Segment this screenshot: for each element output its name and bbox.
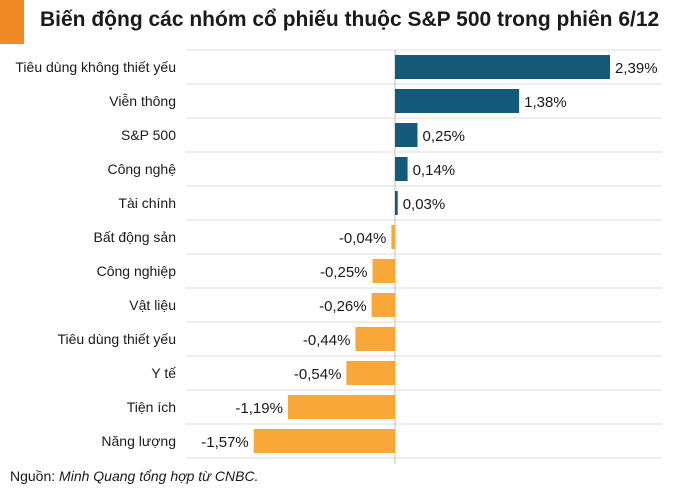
category-label: Bất động sản	[93, 229, 176, 245]
category-label: Tiêu dùng thiết yếu	[57, 331, 176, 347]
data-label: -0,26%	[319, 298, 367, 315]
category-label: Tiện ích	[127, 399, 176, 415]
data-label: 0,14%	[413, 162, 456, 179]
bar	[395, 89, 520, 113]
bar	[395, 55, 610, 79]
data-label: -0,54%	[294, 366, 342, 383]
data-label: 2,39%	[615, 60, 658, 77]
data-label: 1,38%	[524, 94, 567, 111]
source-note: Nguồn: Minh Quang tổng hợp từ CNBC.	[10, 468, 258, 484]
data-label: -0,44%	[303, 332, 351, 349]
bar	[371, 293, 395, 317]
bar-chart: Tiêu dùng không thiết yếu 2,39% Viễn thông…	[15, 49, 662, 464]
category-label: Vật liệu	[129, 297, 176, 313]
category-label: Công nghệ	[107, 161, 176, 177]
bar	[391, 225, 395, 249]
category-label: Năng lượng	[101, 433, 176, 449]
data-label: -1,57%	[201, 434, 249, 451]
chart-title: Biến động các nhóm cổ phiếu thuộc S&P 50…	[40, 8, 660, 31]
bar	[395, 191, 398, 215]
bar	[287, 395, 395, 419]
title-accent-bar	[0, 0, 24, 44]
category-label: Tiêu dùng không thiết yếu	[15, 59, 176, 75]
category-label: Viễn thông	[109, 93, 176, 109]
source-prefix: Nguồn:	[10, 468, 60, 484]
data-label: -0,25%	[320, 264, 368, 281]
bar	[253, 429, 395, 453]
data-label: 0,03%	[403, 196, 446, 213]
source-text: Minh Quang tổng hợp từ CNBC.	[59, 468, 259, 484]
bar	[395, 157, 408, 181]
bar	[346, 361, 395, 385]
bar	[355, 327, 395, 351]
category-label: Y tế	[151, 365, 176, 381]
category-label: S&P 500	[121, 127, 176, 143]
data-label: -1,19%	[235, 400, 283, 417]
bar	[395, 123, 418, 147]
category-label: Công nghiệp	[97, 263, 177, 279]
category-label: Tài chính	[118, 195, 176, 211]
data-label: 0,25%	[422, 128, 465, 145]
data-label: -0,04%	[339, 230, 387, 247]
bar	[372, 259, 395, 283]
